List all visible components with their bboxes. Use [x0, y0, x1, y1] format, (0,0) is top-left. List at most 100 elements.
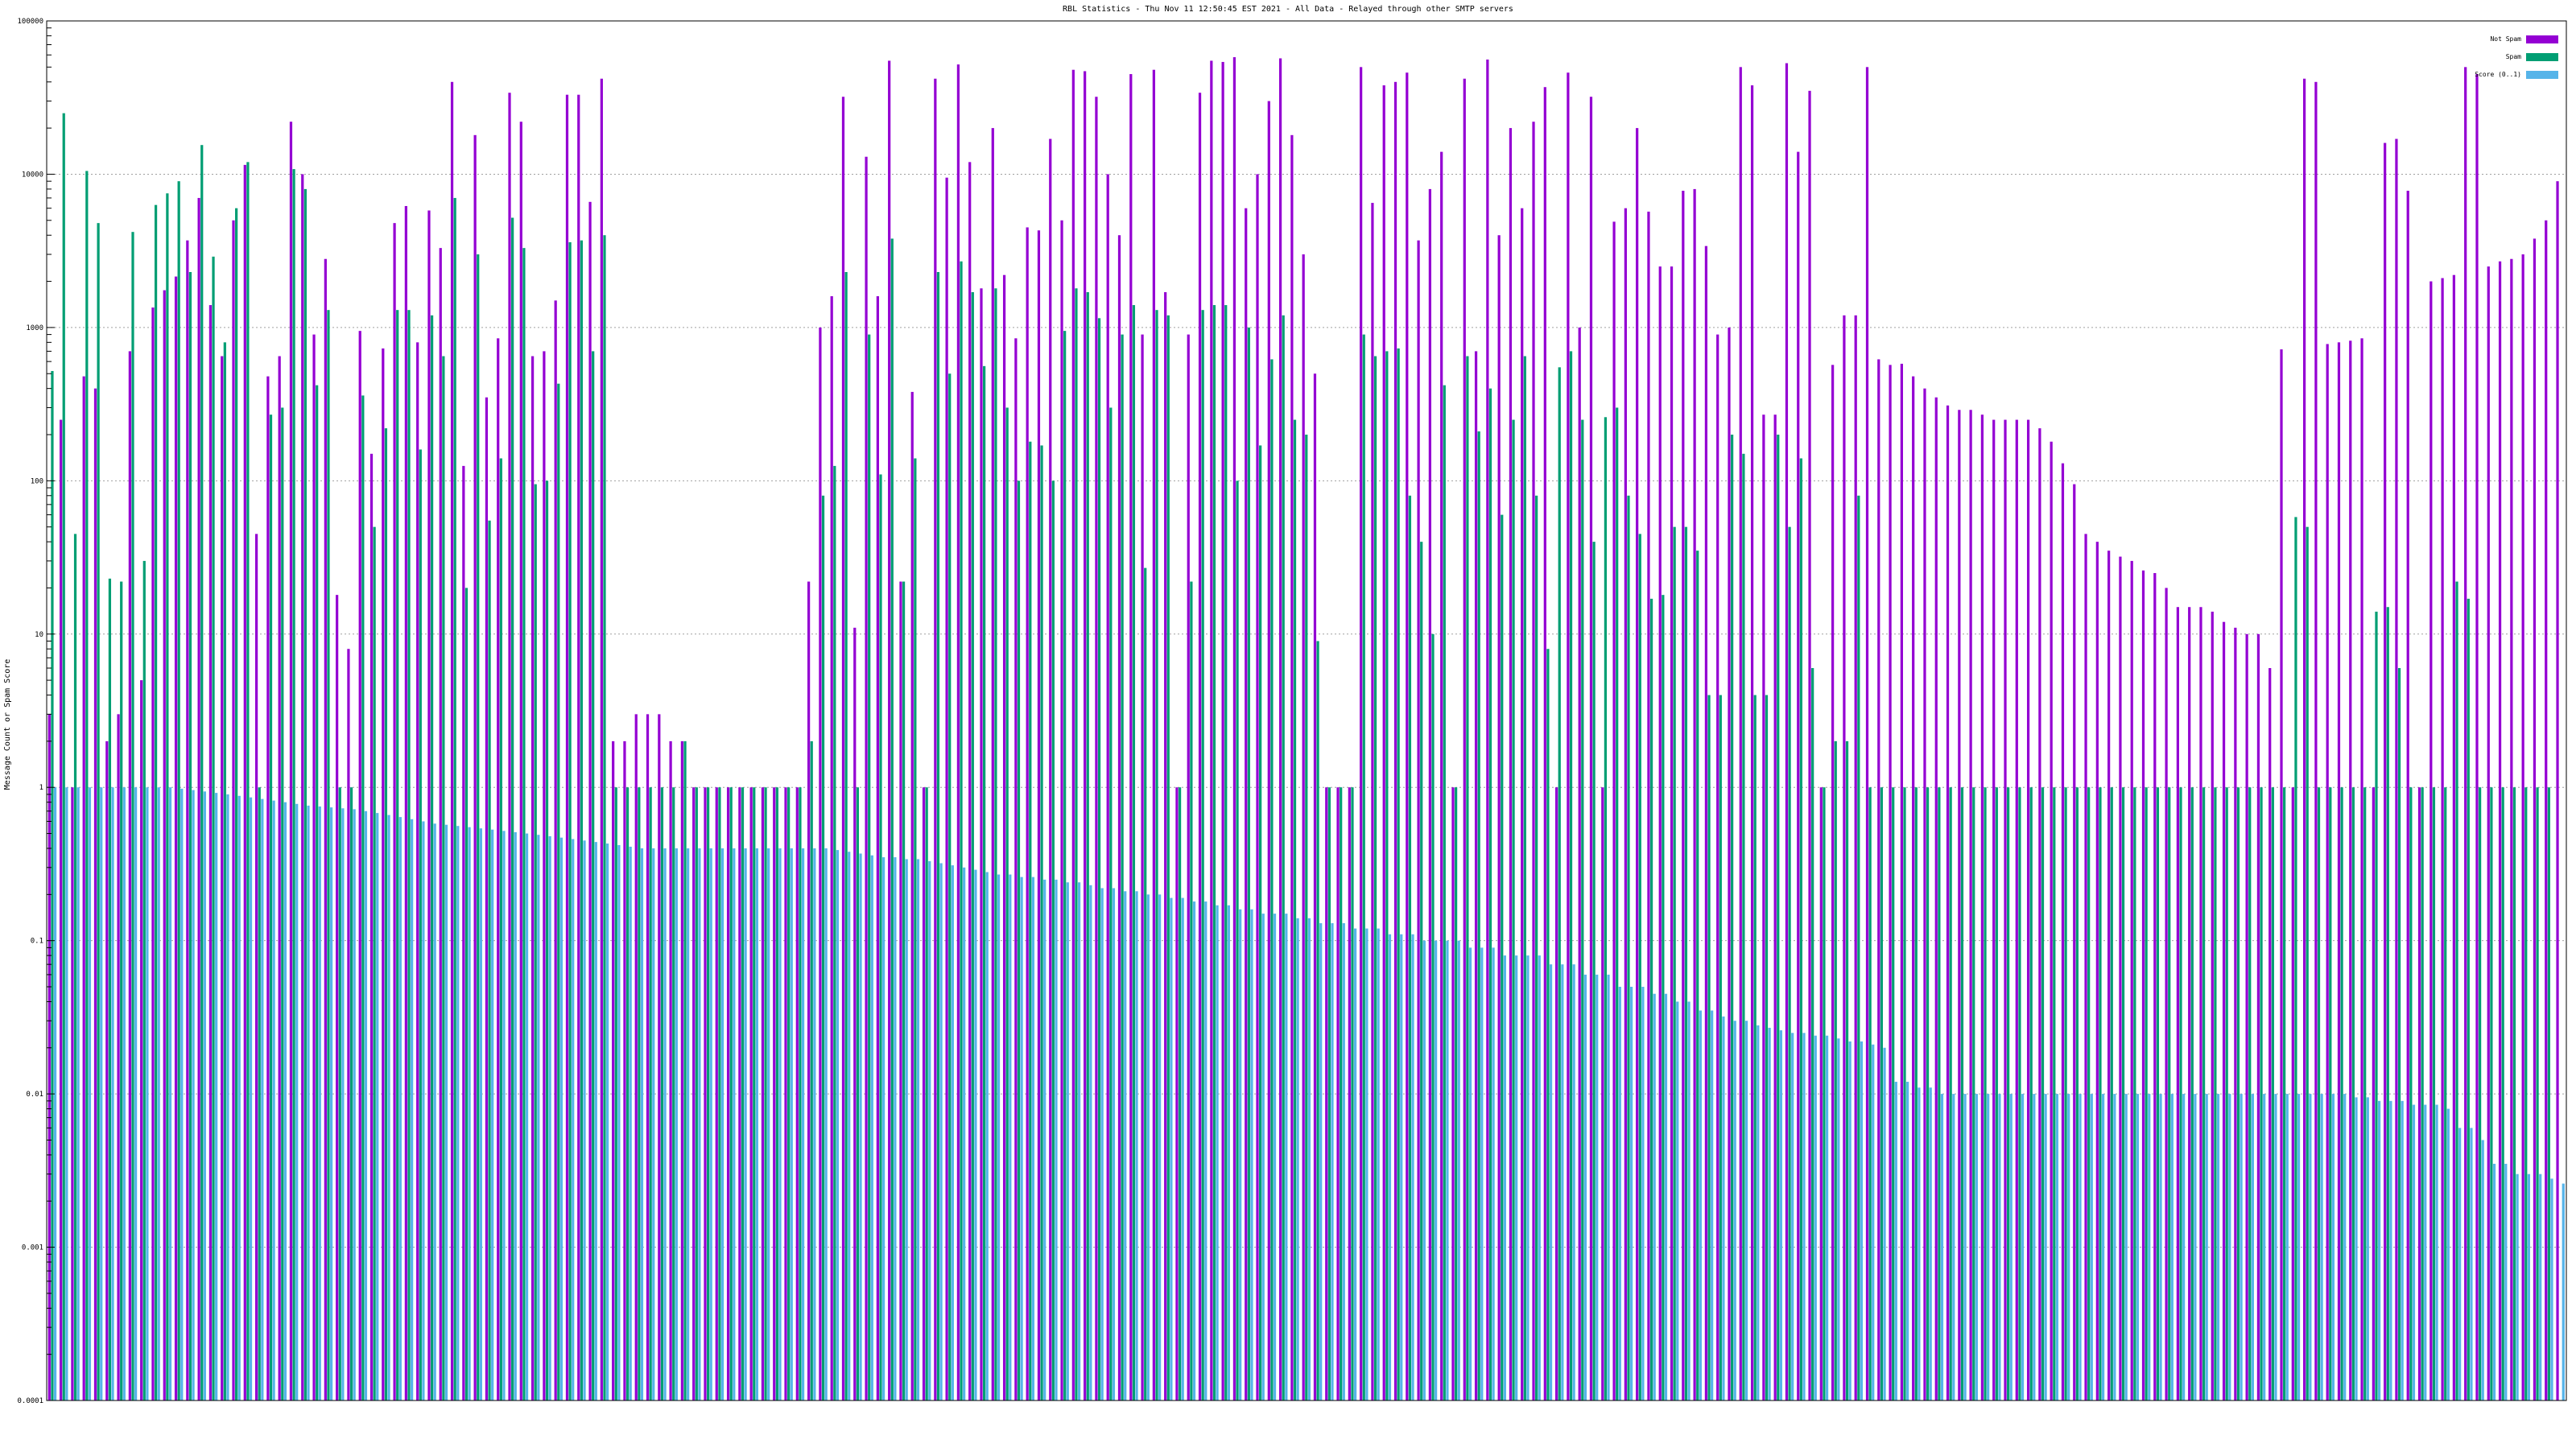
bar-not-spam [358, 331, 361, 1400]
bar-score [341, 808, 345, 1400]
bar-spam [1075, 288, 1078, 1400]
bar-score [1583, 974, 1587, 1400]
bar-not-spam [888, 60, 891, 1401]
bar-spam [787, 787, 791, 1400]
bar-spam [994, 288, 997, 1400]
bar-not-spam [2188, 607, 2191, 1400]
bar-not-spam [2280, 349, 2283, 1400]
bar-spam [62, 113, 65, 1400]
bar-not-spam [1497, 235, 1501, 1401]
bar-spam [1040, 445, 1043, 1401]
bar-spam [1592, 542, 1596, 1400]
bar-not-spam [1106, 174, 1109, 1401]
bar-score [387, 815, 390, 1400]
bar-score [2504, 1163, 2508, 1400]
bar-not-spam [208, 305, 213, 1400]
bar-score [2021, 1094, 2025, 1400]
bar-score [2240, 1094, 2243, 1400]
bar-score [261, 798, 264, 1400]
bar-score [134, 787, 138, 1400]
bar-spam [2536, 787, 2539, 1400]
bar-spam [1823, 787, 1826, 1400]
bar-not-spam [2556, 181, 2559, 1400]
bar-score [192, 790, 195, 1400]
bar-spam [154, 204, 158, 1400]
bar-spam [2029, 787, 2033, 1400]
bar-not-spam [1521, 208, 1524, 1401]
bar-score [2216, 1094, 2220, 1400]
bar-spam [625, 787, 630, 1400]
bar-spam [269, 415, 273, 1401]
bar-not-spam [1198, 93, 1202, 1401]
bar-spam [2041, 787, 2045, 1400]
bar-not-spam [1232, 57, 1236, 1400]
bar-spam [1558, 367, 1561, 1401]
bar-score [1711, 1010, 1714, 1400]
bar-spam [2409, 787, 2413, 1400]
bar-score [928, 860, 931, 1400]
bar-score [1331, 922, 1334, 1400]
bar-score [1883, 1047, 1886, 1400]
bar-not-spam [243, 164, 246, 1400]
bar-not-spam [117, 714, 120, 1400]
bar-score [1963, 1094, 1967, 1400]
bar-spam [2283, 787, 2286, 1400]
bar-spam [108, 578, 112, 1400]
bar-spam [1086, 292, 1089, 1400]
bar-score [1848, 1041, 1852, 1400]
bar-score [1987, 1094, 1990, 1400]
bar-score [629, 846, 632, 1400]
bar-score [215, 793, 218, 1400]
bar-not-spam [2498, 261, 2502, 1400]
bar-score [1124, 891, 1127, 1400]
bar-spam [1880, 787, 1884, 1400]
bar-spam [890, 238, 894, 1401]
bar-not-spam [197, 197, 200, 1401]
bar-not-spam [450, 81, 454, 1400]
bar-not-spam [1762, 415, 1765, 1401]
bar-not-spam [980, 288, 983, 1400]
bar-not-spam [462, 465, 465, 1400]
bar-not-spam [2360, 338, 2363, 1401]
bar-spam [2455, 581, 2458, 1400]
bar-spam [2007, 787, 2010, 1400]
bar-not-spam [1141, 334, 1144, 1401]
bar-not-spam [254, 534, 258, 1400]
bar-spam [1649, 598, 1653, 1400]
bar-score [1146, 894, 1150, 1400]
bar-spam [1132, 305, 1136, 1400]
bar-score [2355, 1097, 2358, 1400]
bar-score [2009, 1094, 2013, 1400]
bar-score [963, 867, 966, 1400]
bar-not-spam [795, 787, 799, 1400]
bar-spam [1972, 787, 1975, 1400]
bar-not-spam [2004, 419, 2007, 1400]
bar-score [1515, 955, 1518, 1400]
bar-not-spam [221, 356, 224, 1400]
bar-spam [821, 495, 825, 1400]
bar-spam [235, 208, 238, 1401]
bar-spam [2075, 787, 2079, 1400]
bar-not-spam [934, 78, 937, 1400]
bar-score [1273, 914, 1277, 1400]
bar-spam [1247, 327, 1250, 1400]
bar-not-spam [1773, 415, 1777, 1401]
bar-score [755, 848, 758, 1400]
bar-score [1526, 955, 1530, 1400]
bar-spam [453, 197, 456, 1401]
bar-score [1446, 940, 1449, 1400]
bar-score [1261, 914, 1265, 1400]
bar-spam [166, 193, 169, 1401]
bar-not-spam [819, 327, 822, 1400]
bar-not-spam [910, 391, 914, 1400]
bar-spam [592, 351, 595, 1400]
bar-not-spam [1728, 327, 1731, 1400]
bar-spam [2501, 787, 2504, 1400]
bar-not-spam [1589, 97, 1593, 1401]
bar-spam [649, 787, 652, 1400]
bar-not-spam [71, 787, 74, 1400]
bar-score [65, 787, 68, 1400]
bar-not-spam [1934, 397, 1938, 1401]
bar-score [398, 817, 402, 1400]
bar-not-spam [1808, 90, 1811, 1401]
